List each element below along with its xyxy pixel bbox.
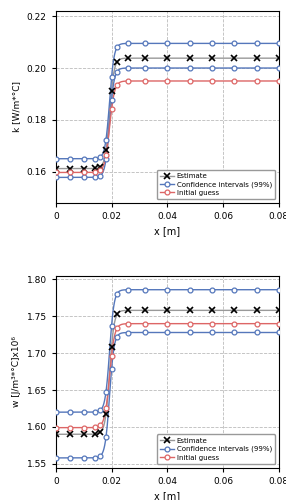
Legend: Estimate, Confidence intervals (99%), Initial guess: Estimate, Confidence intervals (99%), In… [156,434,275,464]
Legend: Estimate, Confidence intervals (99%), Initial guess: Estimate, Confidence intervals (99%), In… [156,170,275,200]
X-axis label: x [m]: x [m] [154,491,180,500]
Y-axis label: w [J/m³*°C]x10⁶: w [J/m³*°C]x10⁶ [12,336,21,407]
X-axis label: x [m]: x [m] [154,226,180,236]
Y-axis label: k [W/m*°C]: k [W/m*°C] [12,82,21,132]
